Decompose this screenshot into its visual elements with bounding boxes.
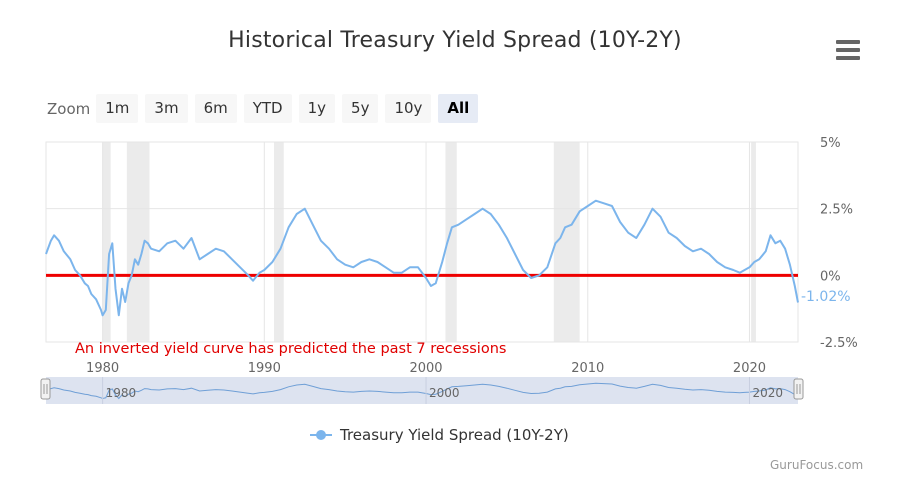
recession-bands <box>102 142 756 342</box>
y-tick-label: 5% <box>820 136 841 151</box>
navigator-background <box>46 377 798 404</box>
grid-lines <box>46 141 798 343</box>
navigator-tick-label: 1980 <box>106 386 137 400</box>
x-tick-label: 1980 <box>86 361 119 376</box>
navigator-handle-right[interactable] <box>793 378 804 400</box>
recession-band <box>126 142 150 342</box>
zoom-button-6m[interactable]: 6m <box>194 94 237 123</box>
navigator-handle-left[interactable] <box>40 378 51 400</box>
zoom-bar: Zoom 1m 3m 6m YTD 1y 5y 10y All <box>47 94 485 123</box>
last-value-label: -1.02% <box>801 289 851 305</box>
plot-frame <box>45 141 799 343</box>
y-tick-label: -2.5% <box>820 336 858 351</box>
x-tick-label: 2010 <box>571 361 604 376</box>
credit-text[interactable]: GuruFocus.com <box>770 458 864 472</box>
x-tick-label: 2000 <box>409 361 442 376</box>
navigator-labels: 1980 2000 2020 <box>102 377 783 404</box>
navigator-series-line <box>45 382 799 400</box>
legend-item-yield-spread[interactable]: Treasury Yield Spread (10Y-2Y) <box>310 426 569 444</box>
recession-band <box>751 142 756 342</box>
legend-marker-icon <box>310 429 332 441</box>
zoom-button-10y[interactable]: 10y <box>385 94 432 123</box>
series-line-yield-spread <box>45 199 799 317</box>
legend-label: Treasury Yield Spread (10Y-2Y) <box>340 426 569 444</box>
annotation-inverted-curve: An inverted yield curve has predicted th… <box>75 341 506 357</box>
recession-band <box>274 142 284 342</box>
zoom-button-ytd[interactable]: YTD <box>243 94 292 123</box>
recession-band <box>445 142 457 342</box>
recession-band <box>553 142 580 342</box>
hamburger-menu-icon[interactable] <box>836 40 860 60</box>
y-tick-label: 2.5% <box>820 203 853 218</box>
zoom-label: Zoom <box>47 99 91 118</box>
zoom-button-1y[interactable]: 1y <box>298 94 336 123</box>
zoom-button-all[interactable]: All <box>438 94 479 123</box>
x-tick-label: 2020 <box>733 361 766 376</box>
zoom-button-5y[interactable]: 5y <box>342 94 379 123</box>
zoom-button-3m[interactable]: 3m <box>145 94 188 123</box>
zoom-button-1m[interactable]: 1m <box>96 94 139 123</box>
x-tick-label: 1990 <box>248 361 281 376</box>
x-axis-labels: 1980 1990 2000 2010 2020 <box>86 361 766 376</box>
y-axis-labels: 5% 2.5% 0% -2.5% <box>820 136 858 351</box>
chart-title: Historical Treasury Yield Spread (10Y-2Y… <box>228 28 682 53</box>
navigator-tick-label: 2000 <box>429 386 460 400</box>
recession-band <box>102 142 111 342</box>
y-tick-label: 0% <box>820 269 841 284</box>
navigator-tick-label: 2020 <box>752 386 783 400</box>
